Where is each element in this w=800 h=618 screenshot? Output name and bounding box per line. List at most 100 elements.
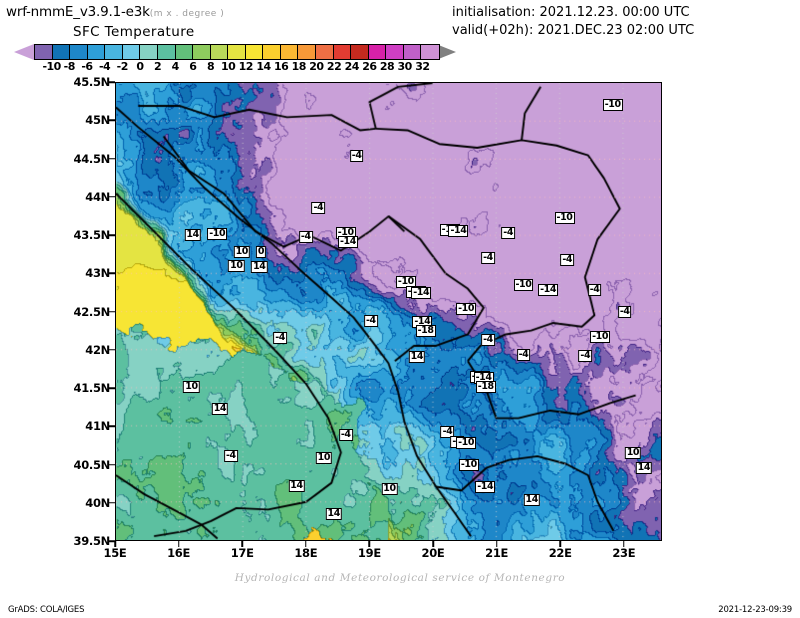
contour-label-9: -14 bbox=[337, 236, 358, 249]
contour-label-41: -4 bbox=[440, 425, 455, 438]
lon-tick-mark bbox=[368, 541, 371, 547]
lat-tick-43.5N: 43.5N bbox=[73, 228, 111, 242]
colorbar-high-cap-arrow-icon bbox=[436, 44, 456, 60]
lon-tick-19E: 19E bbox=[357, 546, 381, 560]
colorbar-swatch-7 bbox=[157, 45, 176, 59]
lon-tick-mark bbox=[177, 541, 180, 547]
contour-label-45: -10 bbox=[458, 458, 479, 471]
contour-label-44: 10 bbox=[624, 446, 642, 459]
lat-tick-39.5N: 39.5N bbox=[73, 534, 111, 548]
lon-tick-mark bbox=[114, 541, 116, 547]
colorbar-swatch-0 bbox=[35, 45, 53, 59]
lat-tick-mark bbox=[109, 463, 115, 466]
contour-label-30: -10 bbox=[590, 331, 611, 344]
colorbar-tick-6: 6 bbox=[189, 60, 197, 73]
valid-time: valid(+02h): 2021.DEC.23 02:00 UTC bbox=[452, 23, 695, 38]
lat-tick-42.5N: 42.5N bbox=[73, 304, 111, 319]
lat-tick-mark bbox=[109, 425, 115, 427]
colorbar-tick-32: 32 bbox=[415, 60, 430, 73]
colorbar-low-cap-arrow-icon bbox=[14, 44, 34, 60]
temperature-field-canvas bbox=[116, 83, 661, 540]
colorbar-swatch-21 bbox=[403, 45, 422, 59]
contour-label-0: -10 bbox=[602, 99, 623, 112]
contour-label-50: 14 bbox=[288, 480, 305, 492]
colorbar-tick-4: 4 bbox=[171, 60, 180, 73]
colorbar-swatch-4 bbox=[105, 45, 123, 59]
contour-label-13: 10 bbox=[233, 245, 251, 258]
contour-label-2: -4 bbox=[311, 201, 326, 214]
colorbar-swatch-12 bbox=[245, 45, 264, 59]
contour-label-40: -4 bbox=[338, 428, 353, 441]
contour-label-14: 0 bbox=[255, 245, 267, 258]
lat-tick-44N: 44N bbox=[85, 189, 110, 204]
colorbar: -10 -8 -6 -4 -2 0 2 4 6 8 10 12 14 16 18 20 22 24 26 28 30 32 bbox=[8, 44, 460, 73]
colorbar-tick-16: 16 bbox=[273, 60, 289, 73]
lat-tick-mark bbox=[109, 502, 115, 504]
lat-tick-mark bbox=[109, 272, 115, 274]
colorbar-swatch-20 bbox=[386, 45, 404, 59]
contour-label-7: -4 bbox=[298, 231, 313, 244]
lon-tick-23E: 23E bbox=[612, 546, 636, 560]
lat-tick-mark bbox=[109, 81, 115, 83]
colorbar-tick-24: 24 bbox=[344, 60, 360, 73]
contour-label-46: 14 bbox=[635, 461, 653, 474]
colorbar-tick-22: 22 bbox=[326, 60, 342, 73]
colorbar-tick--8: -8 bbox=[63, 60, 76, 73]
colorbar-tick-10: 10 bbox=[221, 60, 236, 73]
lat-tick-45N: 45N bbox=[85, 113, 110, 128]
contour-label-38: 10 bbox=[183, 380, 200, 393]
contour-label-39: 14 bbox=[211, 402, 229, 415]
colorbar-swatch-15 bbox=[298, 45, 316, 59]
lat-tick-mark bbox=[109, 540, 115, 542]
colorbar-swatch-5 bbox=[122, 45, 141, 59]
colorbar-tick-14: 14 bbox=[256, 60, 271, 73]
lon-tick-mark bbox=[623, 541, 625, 547]
lat-tick-43N: 43N bbox=[85, 266, 110, 281]
lat-tick-40N: 40N bbox=[85, 495, 110, 510]
model-units-text: (m x . degree ) bbox=[149, 9, 225, 19]
colorbar-tick-26: 26 bbox=[362, 60, 377, 73]
contour-label-27: -18 bbox=[415, 324, 436, 337]
lat-tick-mark bbox=[109, 157, 115, 160]
lon-tick-15E: 15E bbox=[103, 546, 127, 560]
contour-label-49: -14 bbox=[475, 480, 496, 493]
contour-label-1: -4 bbox=[349, 149, 364, 162]
lat-tick-45.5N: 45.5N bbox=[73, 75, 111, 89]
map-plot-area[interactable]: -10-4-4-10-414-10-4-10-14-10-14-41001410… bbox=[115, 82, 662, 541]
lat-tick-41.5N: 41.5N bbox=[73, 381, 111, 395]
lon-tick-21E: 21E bbox=[485, 546, 509, 560]
colorbar-swatch-2 bbox=[70, 45, 88, 59]
contour-label-34: 14 bbox=[408, 351, 426, 364]
service-credit: Hydrological and Meteorological service … bbox=[234, 572, 566, 584]
colorbar-swatch-9 bbox=[193, 45, 211, 59]
contour-label-23: -4 bbox=[587, 284, 602, 297]
colorbar-swatch-1 bbox=[52, 45, 71, 59]
colorbar-tick-0: 0 bbox=[136, 60, 144, 73]
lat-tick-42N: 42N bbox=[85, 342, 110, 357]
lon-tick-16E: 16E bbox=[167, 546, 191, 560]
colorbar-swatch-6 bbox=[140, 45, 158, 59]
contour-label-33: -4 bbox=[578, 349, 593, 362]
colorbar-swatch-19 bbox=[368, 45, 387, 59]
lat-tick-41N: 41N bbox=[85, 419, 110, 434]
contour-label-20: -14 bbox=[411, 287, 432, 300]
contour-label-32: -4 bbox=[516, 348, 531, 361]
colorbar-tick-12: 12 bbox=[238, 60, 254, 73]
contour-label-43: -10 bbox=[456, 437, 477, 450]
contour-label-29: -4 bbox=[481, 334, 495, 347]
grads-attribution: GrADS: COLA/IGES bbox=[8, 605, 85, 615]
colorbar-swatch-14 bbox=[280, 45, 299, 59]
colorbar-swatch-17 bbox=[333, 45, 352, 59]
lat-tick-mark bbox=[109, 387, 115, 389]
contour-label-31: -4 bbox=[273, 332, 287, 345]
colorbar-tick--10: -10 bbox=[42, 60, 61, 73]
model-title-text: wrf-nmmE_v3.9.1-e3k bbox=[6, 4, 150, 20]
colorbar-swatch-3 bbox=[87, 45, 106, 59]
lat-tick-mark bbox=[109, 196, 115, 198]
lat-tick-44.5N: 44.5N bbox=[73, 151, 111, 166]
colorbar-swatch-10 bbox=[210, 45, 229, 59]
contour-label-26: -4 bbox=[364, 314, 378, 327]
contour-label-12: -4 bbox=[501, 226, 516, 239]
contour-label-4: -4 bbox=[481, 252, 495, 265]
lon-tick-mark bbox=[559, 541, 561, 547]
